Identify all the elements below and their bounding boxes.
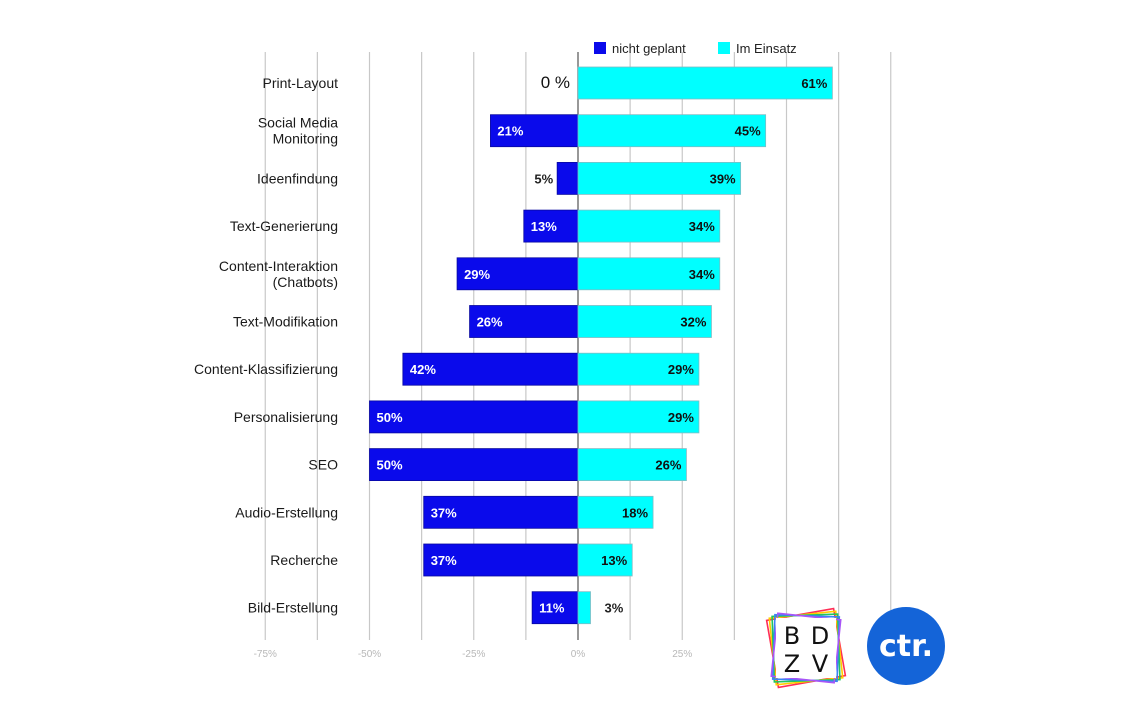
- bar-im-einsatz: [577, 161, 742, 195]
- bar-im-einsatz: [577, 352, 700, 386]
- legend: nicht geplant Im Einsatz: [594, 41, 797, 56]
- bar-im-einsatz: [577, 448, 687, 482]
- category-label: Social Media Monitoring: [258, 115, 338, 147]
- legend-swatch-nicht-geplant: [594, 42, 606, 54]
- bar-nicht-geplant: [556, 161, 579, 195]
- bar-nicht-geplant: [469, 305, 579, 338]
- bdzv-frame-stroke: [770, 612, 842, 684]
- bar-nicht-geplant: [369, 400, 579, 434]
- bar-nicht-geplant: [490, 114, 579, 148]
- data-label-im-einsatz: 3%: [605, 601, 624, 616]
- data-label-nicht-geplant: 26%: [477, 315, 503, 330]
- legend-label-nicht-geplant: nicht geplant: [612, 41, 686, 56]
- circle-logo: ctr.: [867, 607, 945, 685]
- data-label-nicht-geplant: 50%: [377, 410, 403, 425]
- data-label-im-einsatz: 29%: [668, 362, 694, 377]
- bar-nicht-geplant: [531, 591, 579, 625]
- bar-im-einsatz: [577, 400, 700, 434]
- bar-im-einsatz: [577, 66, 833, 100]
- data-label-im-einsatz: 61%: [801, 76, 827, 91]
- x-tick-label: -75%: [254, 649, 277, 660]
- data-label-nicht-geplant: 5%: [534, 171, 553, 186]
- data-label-im-einsatz: 34%: [689, 219, 715, 234]
- bdzv-logo: B DZ V: [765, 607, 847, 689]
- bar-im-einsatz: [577, 305, 712, 338]
- bars: 0 % 61% 21% 45% 5% 39% 13% 34% 29% 34% 26% 32% 42% 29…: [369, 66, 833, 625]
- data-label-nicht-geplant: 13%: [531, 219, 557, 234]
- data-label-nicht-geplant: 50%: [377, 458, 403, 473]
- x-tick-label: 0%: [571, 649, 586, 660]
- bdzv-logo-letter: B: [784, 622, 800, 650]
- bdzv-logo-letter: D: [811, 622, 829, 650]
- bdzv-logo-box: [776, 618, 836, 678]
- data-label-nicht-geplant: 0 %: [541, 73, 570, 92]
- data-label-im-einsatz: 45%: [735, 124, 761, 139]
- bar-nicht-geplant: [423, 495, 579, 529]
- circle-logo-text: ctr.: [879, 629, 933, 664]
- bar-im-einsatz: [577, 543, 633, 577]
- data-label-im-einsatz: 18%: [622, 505, 648, 520]
- bar-nicht-geplant: [402, 352, 579, 386]
- category-label: Content-Interaktion (Chatbots): [219, 258, 338, 290]
- bar-im-einsatz: [577, 257, 721, 291]
- circle-logo-bg: [867, 607, 945, 685]
- legend-label-im-einsatz: Im Einsatz: [736, 41, 797, 56]
- data-label-im-einsatz: 32%: [680, 315, 706, 330]
- x-tick-label: 25%: [672, 649, 692, 660]
- bar-nicht-geplant: [523, 209, 579, 243]
- category-label: Audio-Erstellung: [235, 504, 338, 520]
- category-label: Text-Modifikation: [233, 314, 338, 330]
- gridlines: [264, 52, 892, 640]
- data-label-nicht-geplant: 21%: [497, 124, 523, 139]
- data-label-im-einsatz: 39%: [710, 171, 736, 186]
- bar-im-einsatz: [577, 495, 654, 529]
- category-label: Text-Generierung: [230, 218, 338, 234]
- data-label-nicht-geplant: 11%: [539, 601, 565, 616]
- data-label-nicht-geplant: 29%: [464, 267, 490, 282]
- bdzv-logo-letter: Z: [784, 650, 800, 678]
- category-label: Content-Klassifizierung: [194, 361, 338, 377]
- data-label-im-einsatz: 34%: [689, 267, 715, 282]
- category-labels: Print-Layout Social Media Monitoring Ideenf…: [194, 75, 338, 616]
- data-label-nicht-geplant: 37%: [431, 553, 457, 568]
- x-tick-label: -25%: [462, 649, 485, 660]
- data-label-nicht-geplant: 37%: [431, 505, 457, 520]
- bar-im-einsatz: [577, 591, 591, 625]
- bar-nicht-geplant: [456, 257, 579, 291]
- data-label-im-einsatz: 13%: [601, 553, 627, 568]
- bar-im-einsatz: [577, 209, 721, 243]
- bdzv-logo-letter: V: [812, 650, 829, 678]
- category-label: Ideenfindung: [257, 170, 338, 186]
- bar-im-einsatz: [577, 114, 767, 148]
- legend-swatch-im-einsatz: [718, 42, 730, 54]
- category-label: Personalisierung: [234, 409, 338, 425]
- category-label: Recherche: [270, 552, 338, 568]
- data-label-im-einsatz: 29%: [668, 410, 694, 425]
- x-tick-label: -50%: [358, 649, 381, 660]
- category-label: Print-Layout: [263, 75, 339, 91]
- bar-nicht-geplant: [423, 543, 579, 577]
- bar-nicht-geplant: [369, 448, 579, 482]
- category-label: Bild-Erstellung: [248, 600, 338, 616]
- data-label-im-einsatz: 26%: [655, 458, 681, 473]
- data-label-nicht-geplant: 42%: [410, 362, 436, 377]
- category-label: SEO: [308, 457, 338, 473]
